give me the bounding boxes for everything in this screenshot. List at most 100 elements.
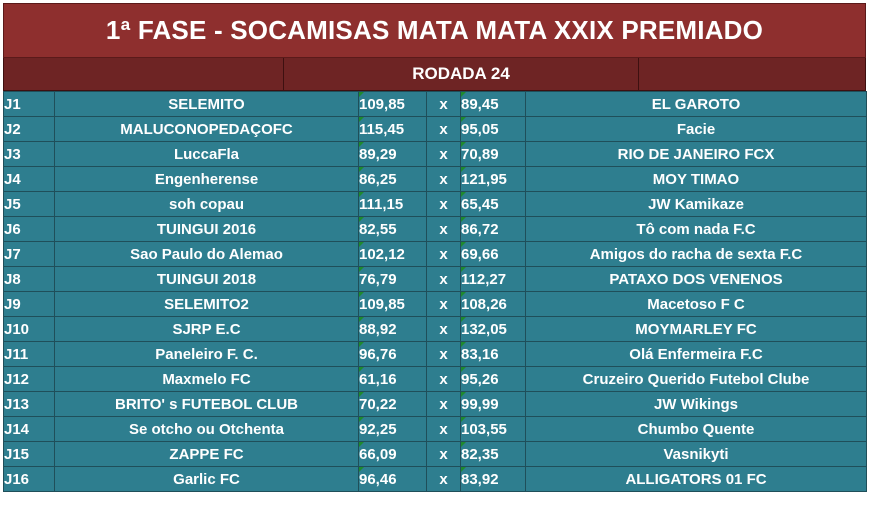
match-id-cell[interactable]: J4 (3, 166, 55, 192)
home-team-cell[interactable]: Maxmelo FC (54, 366, 359, 392)
versus-cell[interactable]: x (426, 416, 461, 442)
home-score-cell[interactable]: 92,25 (358, 416, 427, 442)
versus-cell[interactable]: x (426, 116, 461, 142)
versus-cell[interactable]: x (426, 91, 461, 117)
away-score-cell[interactable]: 83,92 (460, 466, 526, 492)
away-team-cell[interactable]: JW Kamikaze (525, 191, 867, 217)
home-score-cell[interactable]: 96,46 (358, 466, 427, 492)
home-team-cell[interactable]: SELEMITO (54, 91, 359, 117)
match-id-cell[interactable]: J5 (3, 191, 55, 217)
away-score-cell[interactable]: 99,99 (460, 391, 526, 417)
versus-cell[interactable]: x (426, 366, 461, 392)
home-score-cell[interactable]: 86,25 (358, 166, 427, 192)
versus-cell[interactable]: x (426, 241, 461, 267)
away-team-cell[interactable]: Olá Enfermeira F.C (525, 341, 867, 367)
away-team-cell[interactable]: Macetoso F C (525, 291, 867, 317)
match-id-cell[interactable]: J10 (3, 316, 55, 342)
versus-cell[interactable]: x (426, 216, 461, 242)
versus-cell[interactable]: x (426, 391, 461, 417)
home-score-cell[interactable]: 96,76 (358, 341, 427, 367)
home-score-cell[interactable]: 102,12 (358, 241, 427, 267)
round-header-center-cell: RODADA 24 (284, 58, 639, 90)
home-team-cell[interactable]: ZAPPE FC (54, 441, 359, 467)
match-id-cell[interactable]: J8 (3, 266, 55, 292)
home-team-cell[interactable]: Garlic FC (54, 466, 359, 492)
away-team-cell[interactable]: Facie (525, 116, 867, 142)
table-row: J3 LuccaFla 89,29 x 70,89 RIO DE JANEIRO FCX (3, 141, 867, 167)
home-score-cell[interactable]: 109,85 (358, 291, 427, 317)
versus-cell[interactable]: x (426, 191, 461, 217)
home-score-cell[interactable]: 109,85 (358, 91, 427, 117)
home-score-cell[interactable]: 89,29 (358, 141, 427, 167)
away-team-cell[interactable]: Amigos do racha de sexta F.C (525, 241, 867, 267)
home-score-cell[interactable]: 88,92 (358, 316, 427, 342)
versus-cell[interactable]: x (426, 291, 461, 317)
home-team-cell[interactable]: Paneleiro F. C. (54, 341, 359, 367)
versus-cell[interactable]: x (426, 266, 461, 292)
away-score-cell[interactable]: 103,55 (460, 416, 526, 442)
away-score-cell[interactable]: 132,05 (460, 316, 526, 342)
away-team-cell[interactable]: MOYMARLEY FC (525, 316, 867, 342)
away-score-cell[interactable]: 95,26 (460, 366, 526, 392)
away-score-cell[interactable]: 89,45 (460, 91, 526, 117)
versus-cell[interactable]: x (426, 316, 461, 342)
home-team-cell[interactable]: MALUCONOPEDAÇOFC (54, 116, 359, 142)
home-score-cell[interactable]: 70,22 (358, 391, 427, 417)
away-score-cell[interactable]: 95,05 (460, 116, 526, 142)
home-team-cell[interactable]: TUINGUI 2018 (54, 266, 359, 292)
home-team-cell[interactable]: Se otcho ou Otchenta (54, 416, 359, 442)
away-team-cell[interactable]: RIO DE JANEIRO FCX (525, 141, 867, 167)
match-id-cell[interactable]: J7 (3, 241, 55, 267)
home-team-cell[interactable]: SJRP E.C (54, 316, 359, 342)
home-score-cell[interactable]: 61,16 (358, 366, 427, 392)
home-team-cell[interactable]: Sao Paulo do Alemao (54, 241, 359, 267)
away-team-cell[interactable]: Vasnikyti (525, 441, 867, 467)
away-team-cell[interactable]: Chumbo Quente (525, 416, 867, 442)
away-team-cell[interactable]: ALLIGATORS 01 FC (525, 466, 867, 492)
match-id-cell[interactable]: J15 (3, 441, 55, 467)
away-score-cell[interactable]: 112,27 (460, 266, 526, 292)
match-id-cell[interactable]: J14 (3, 416, 55, 442)
away-team-cell[interactable]: Cruzeiro Querido Futebol Clube (525, 366, 867, 392)
away-score-cell[interactable]: 121,95 (460, 166, 526, 192)
away-score-cell[interactable]: 69,66 (460, 241, 526, 267)
home-score-cell[interactable]: 82,55 (358, 216, 427, 242)
away-team-cell[interactable]: MOY TIMAO (525, 166, 867, 192)
versus-cell[interactable]: x (426, 141, 461, 167)
versus-cell[interactable]: x (426, 166, 461, 192)
home-team-cell[interactable]: BRITO' s FUTEBOL CLUB (54, 391, 359, 417)
match-id-cell[interactable]: J12 (3, 366, 55, 392)
page-title: 1ª FASE - SOCAMISAS MATA MATA XXIX PREMI… (3, 3, 866, 58)
away-score-cell[interactable]: 82,35 (460, 441, 526, 467)
match-id-cell[interactable]: J13 (3, 391, 55, 417)
home-team-cell[interactable]: Engenherense (54, 166, 359, 192)
home-team-cell[interactable]: soh copau (54, 191, 359, 217)
match-id-cell[interactable]: J3 (3, 141, 55, 167)
away-score-cell[interactable]: 83,16 (460, 341, 526, 367)
home-team-cell[interactable]: TUINGUI 2016 (54, 216, 359, 242)
home-score-cell[interactable]: 66,09 (358, 441, 427, 467)
home-score-cell[interactable]: 111,15 (358, 191, 427, 217)
home-team-cell[interactable]: LuccaFla (54, 141, 359, 167)
away-team-cell[interactable]: Tô com nada F.C (525, 216, 867, 242)
match-id-cell[interactable]: J11 (3, 341, 55, 367)
away-score-cell[interactable]: 65,45 (460, 191, 526, 217)
home-score-cell[interactable]: 76,79 (358, 266, 427, 292)
home-team-cell[interactable]: SELEMITO2 (54, 291, 359, 317)
away-team-cell[interactable]: EL GAROTO (525, 91, 867, 117)
away-team-cell[interactable]: JW Wikings (525, 391, 867, 417)
versus-cell[interactable]: x (426, 466, 461, 492)
home-score-cell[interactable]: 115,45 (358, 116, 427, 142)
away-score-cell[interactable]: 108,26 (460, 291, 526, 317)
match-id-cell[interactable]: J16 (3, 466, 55, 492)
versus-cell[interactable]: x (426, 341, 461, 367)
table-row: J7 Sao Paulo do Alemao 102,12 x 69,66 Amigos … (3, 241, 867, 267)
away-team-cell[interactable]: PATAXO DOS VENENOS (525, 266, 867, 292)
away-score-cell[interactable]: 86,72 (460, 216, 526, 242)
match-id-cell[interactable]: J6 (3, 216, 55, 242)
away-score-cell[interactable]: 70,89 (460, 141, 526, 167)
match-id-cell[interactable]: J2 (3, 116, 55, 142)
versus-cell[interactable]: x (426, 441, 461, 467)
match-id-cell[interactable]: J9 (3, 291, 55, 317)
match-id-cell[interactable]: J1 (3, 91, 55, 117)
